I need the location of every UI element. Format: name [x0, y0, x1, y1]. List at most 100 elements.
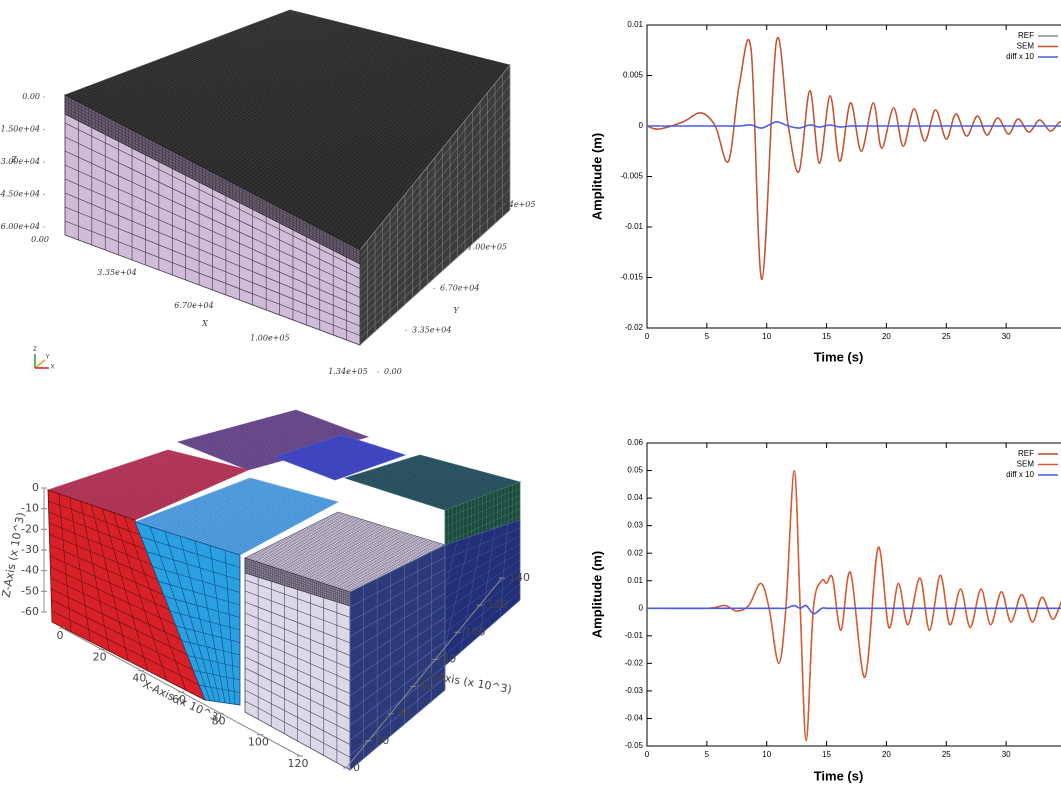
tick-label: -3.00e+04: [0, 157, 40, 166]
mesh-lines: [180, 410, 366, 470]
tick-label: 1.00e+05: [250, 334, 289, 343]
tick-label: 60: [172, 693, 186, 706]
y-tick-label: 0.05: [627, 466, 643, 475]
axis-title: Z: [10, 155, 17, 164]
x-tick-label: 5: [705, 332, 710, 341]
series-line: [647, 121, 1061, 129]
series-line: [646, 469, 1061, 742]
tick-label: 120: [487, 598, 508, 611]
y-tick-label: 0.03: [627, 521, 643, 530]
tick-label: 1.34e+05: [328, 367, 367, 376]
tick-label: 0: [353, 761, 360, 774]
y-tick-label: 0.005: [623, 71, 644, 80]
y-tick-label: -0.05: [625, 741, 644, 750]
tick-label: 0: [57, 629, 64, 642]
axis-title: X: [201, 319, 208, 328]
y-tick-label: -0.01: [625, 222, 644, 231]
tick-label: 140: [509, 571, 530, 584]
legend-label: SEM: [1017, 460, 1035, 469]
tick-label: -1.50e+04: [0, 125, 40, 134]
tick-label: 6.70e+04: [440, 284, 479, 293]
plot-frame: [646, 442, 1061, 747]
tick-label: -50: [21, 584, 39, 597]
tick-label: 20: [93, 650, 107, 663]
x-tick-label: 25: [942, 332, 951, 341]
y-tick-label: -0.04: [625, 714, 644, 723]
tick-label: 80: [442, 652, 456, 665]
y-tick-label: 0.04: [627, 493, 643, 502]
tick-label: 40: [132, 672, 146, 685]
tick-label: 120: [288, 757, 309, 770]
x-axis-label: Time (s): [814, 768, 864, 783]
tick-mark: [269, 337, 271, 340]
orientation-label: Y: [45, 355, 49, 361]
tick-label: -20: [21, 522, 39, 535]
y-tick-label: 0.01: [627, 576, 643, 585]
tick-label: 0.00: [31, 235, 49, 244]
plot-frame: [646, 24, 1061, 329]
tick-mark: [460, 246, 463, 248]
y-tick-label: -0.02: [625, 658, 644, 667]
tick-label: 0.00: [384, 367, 402, 376]
y-tick-label: 0: [639, 603, 644, 612]
mesh-lines: [67, 10, 509, 249]
mesh-lines: [137, 478, 336, 555]
mesh-lines: [346, 455, 519, 510]
legend-label: REF: [1018, 31, 1034, 40]
tick-mark: [43, 96, 45, 98]
x-tick-label: 10: [762, 332, 771, 341]
legend-label: REF: [1018, 449, 1034, 458]
x-tick-label: 0: [645, 332, 650, 341]
tick-label: -30: [21, 543, 39, 556]
tick-label: 1.00e+05: [468, 242, 507, 251]
tick-mark: [43, 161, 45, 163]
tick-mark: [405, 329, 407, 331]
x-tick-label: 0: [645, 750, 650, 759]
legend-label: diff x 10: [1006, 52, 1034, 61]
mesh-lines: [244, 562, 351, 763]
tick-mark: [43, 193, 45, 196]
tick-label: 0.00: [22, 92, 40, 101]
mesh-lines: [349, 551, 446, 759]
tick-mark: [43, 128, 45, 131]
y-tick-label: -0.03: [625, 686, 644, 695]
tick-label: 1.34e+05: [496, 200, 535, 209]
x-axis-label: Time (s): [814, 349, 864, 364]
x-tick-label: 25: [942, 750, 951, 759]
orientation-axis: [34, 359, 46, 369]
tick-label: 60: [420, 680, 434, 693]
tick-label: 40: [398, 707, 412, 720]
tick-label: 100: [464, 625, 485, 638]
tick-label: 20: [375, 734, 389, 747]
tick-mark: [377, 371, 379, 373]
axis-title: Y: [453, 306, 459, 315]
tick-mark: [489, 204, 491, 206]
x-tick-label: 15: [822, 332, 831, 341]
mesh-lines: [50, 450, 247, 520]
tick-mark: [116, 272, 118, 274]
x-tick-label: 5: [705, 750, 710, 759]
tick-label: 6.70e+04: [174, 301, 213, 310]
series-line: [646, 37, 1061, 281]
axis-line: [345, 577, 503, 769]
x-tick-label: 15: [822, 750, 831, 759]
tick-mark: [193, 305, 195, 307]
mesh-lines: [244, 558, 351, 606]
y-tick-label: 0.06: [627, 438, 643, 447]
y-axis-label: Amplitude (m): [589, 133, 604, 220]
y-tick-label: -0.02: [625, 323, 644, 332]
y-tick-label: 0: [639, 121, 644, 130]
y-axis-label: Amplitude (m): [589, 551, 604, 638]
tick-label: -10: [21, 502, 39, 515]
legend-label: diff x 10: [1006, 470, 1034, 479]
tick-mark: [433, 287, 435, 290]
orientation-label: Z: [33, 347, 37, 353]
y-tick-label: -0.01: [625, 631, 644, 640]
orientation-label: X: [50, 365, 54, 371]
tick-mark: [39, 239, 41, 241]
y-tick-label: -0.005: [620, 172, 643, 181]
tick-label: -6.00e+04: [0, 222, 40, 231]
mesh-lines: [444, 483, 521, 559]
series-line: [647, 604, 1061, 615]
